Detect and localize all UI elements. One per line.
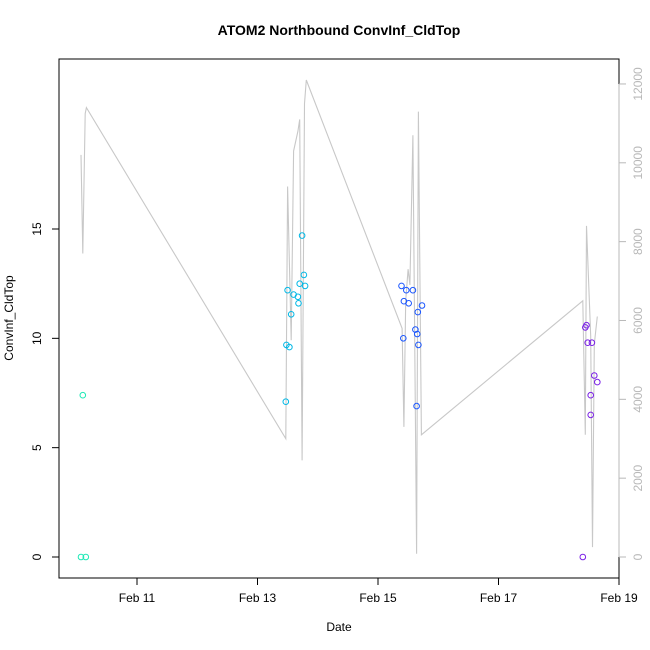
x-tick-label: Feb 15 [359,591,397,605]
y2-tick-label: 10000 [631,146,645,180]
data-point [409,286,417,294]
x-tick-label: Feb 19 [600,591,638,605]
y-tick-label: 5 [30,444,44,451]
data-point [415,341,422,349]
data-point [398,282,405,290]
data-point [298,232,306,239]
data-point [587,391,595,399]
data-point [295,300,302,307]
data-point [82,553,90,561]
x-axis: Feb 11 Feb 13 Feb 15 Feb 17 Feb 19 [119,578,638,605]
data-point [584,339,592,347]
data-point [287,311,295,318]
data-point [301,282,309,290]
y-tick-label: 0 [30,553,44,560]
data-point [588,339,596,347]
y-axis-label: ConvInf_CldTop [2,275,16,361]
data-point [79,391,87,399]
y-axis-left: 0 5 10 15 [30,222,59,560]
data-point [400,335,407,342]
data-point [587,411,595,419]
x-tick-label: Feb 17 [480,591,518,605]
data-point [403,286,410,294]
y2-tick-label: 2000 [631,464,645,491]
x-tick-label: Feb 11 [119,591,156,605]
data-point [77,553,85,561]
y-tick-label: 15 [30,222,44,236]
x-axis-label: Date [326,620,352,634]
data-point [414,308,422,316]
data-point [300,271,308,279]
data-point [413,330,421,338]
y2-tick-label: 4000 [631,386,645,413]
data-point [405,300,413,307]
line-series-path [80,79,598,554]
data-point [591,372,598,379]
data-point [286,343,293,351]
data-point [418,302,426,309]
data-point [284,286,291,294]
data-point [413,402,420,410]
data-point [282,398,290,406]
x-tick-label: Feb 13 [239,591,277,605]
data-point [594,378,601,386]
line-series [80,79,598,554]
scatter-series [77,232,601,561]
y-axis-right: 0 2000 4000 6000 8000 10000 12000 [618,67,645,560]
data-point [579,553,587,561]
data-point [294,293,302,301]
plot-frame [58,58,620,579]
data-point [583,321,590,329]
y2-tick-label: 6000 [631,307,645,334]
y2-tick-label: 12000 [631,67,645,101]
y2-tick-label: 8000 [631,228,645,255]
data-point [296,280,304,288]
y-tick-label: 10 [30,331,44,345]
y2-tick-label: 0 [631,553,645,560]
chart-title: ATOM2 Northbound ConvInf_CldTop [218,22,461,38]
data-point [412,326,419,333]
